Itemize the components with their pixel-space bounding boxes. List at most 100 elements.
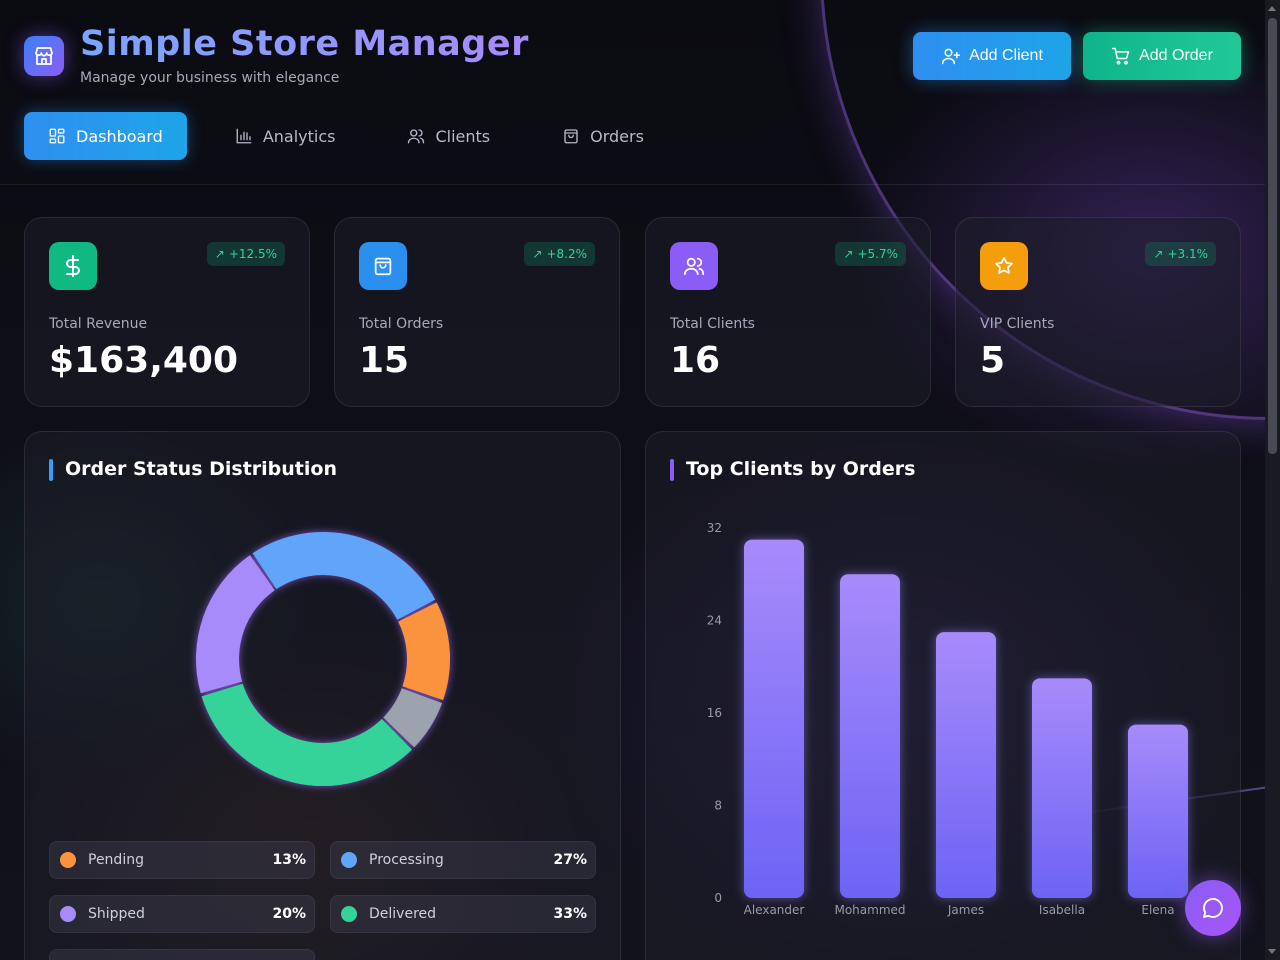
add-order-button[interactable]: Add Order xyxy=(1083,32,1241,80)
legend-dot xyxy=(60,852,76,868)
donut-slice-other[interactable] xyxy=(383,688,443,748)
stat-value: 5 xyxy=(980,340,1006,381)
trend-value: +5.7% xyxy=(857,247,898,261)
scroll-up-icon[interactable] xyxy=(1268,6,1276,11)
panel-title: Top Clients by Orders xyxy=(670,458,915,481)
legend-dot xyxy=(341,852,357,868)
store-icon xyxy=(24,36,64,76)
legend-pct: 13% xyxy=(272,852,306,868)
stat-card-revenue: ↗ +12.5% Total Revenue $163,400 xyxy=(24,217,310,407)
tab-label: Dashboard xyxy=(76,126,163,146)
legend-pct: 27% xyxy=(553,852,587,868)
bar-elena[interactable] xyxy=(1128,724,1188,898)
users-icon xyxy=(670,242,718,290)
top-clients-panel: Top Clients by Orders 0 8 16 24 32 Alexander… xyxy=(645,431,1241,960)
stat-value: 15 xyxy=(359,340,410,381)
trend-badge: ↗ +5.7% xyxy=(835,242,906,266)
bar-mohammed[interactable] xyxy=(840,574,900,898)
legend-name: Processing xyxy=(369,852,444,868)
trend-value: +12.5% xyxy=(228,247,277,261)
users-icon xyxy=(408,129,425,144)
tab-dashboard[interactable]: Dashboard xyxy=(24,112,187,160)
legend-item-shipped: Shipped 20% xyxy=(49,895,315,933)
bag-icon xyxy=(564,129,578,144)
tab-analytics[interactable]: Analytics xyxy=(211,112,360,160)
legend-pct: 20% xyxy=(272,906,306,922)
stat-value: 16 xyxy=(670,340,721,381)
bar-alexander[interactable] xyxy=(744,539,804,898)
trend-badge: ↗ +8.2% xyxy=(524,242,595,266)
app-title: Simple Store Manager xyxy=(80,24,529,64)
stat-label: Total Clients xyxy=(670,316,755,332)
star-icon xyxy=(980,242,1028,290)
y-tick-label: 16 xyxy=(707,706,722,720)
y-tick-label: 8 xyxy=(714,799,722,813)
legend-dot xyxy=(60,906,76,922)
panel-title: Order Status Distribution xyxy=(49,458,337,481)
analytics-icon xyxy=(236,128,252,144)
header: Simple Store Manager Manage your busines… xyxy=(24,24,1241,86)
trend-up-icon: ↗ xyxy=(843,247,854,261)
nav-divider xyxy=(0,184,1265,185)
bar-james[interactable] xyxy=(936,632,996,898)
bar-isabella[interactable] xyxy=(1032,678,1092,898)
legend-name: Delivered xyxy=(369,906,437,922)
legend-item-processing: Processing 27% xyxy=(330,841,596,879)
y-tick-label: 32 xyxy=(707,521,722,535)
stat-label: Total Revenue xyxy=(49,316,148,332)
scrollbar[interactable] xyxy=(1265,0,1280,960)
x-tick-label: James xyxy=(947,903,984,917)
stat-card-orders: ↗ +8.2% Total Orders 15 xyxy=(334,217,620,407)
trend-badge: ↗ +3.1% xyxy=(1145,242,1216,266)
donut-slice-processing[interactable] xyxy=(252,532,436,620)
x-tick-label: Elena xyxy=(1141,903,1174,917)
order-status-panel: Order Status Distribution Pending 13% Pr… xyxy=(24,431,621,960)
stat-label: VIP Clients xyxy=(980,316,1055,332)
stat-value: $163,400 xyxy=(49,340,239,381)
x-tick-label: Mohammed xyxy=(834,903,905,917)
tab-orders[interactable]: Orders xyxy=(538,112,668,160)
add-client-label: Add Client xyxy=(969,47,1043,64)
legend-dot xyxy=(341,906,357,922)
user-plus-icon xyxy=(941,48,961,65)
legend-item-delivered: Delivered 33% xyxy=(330,895,596,933)
x-tick-label: Isabella xyxy=(1039,903,1085,917)
stat-card-clients: ↗ +5.7% Total Clients 16 xyxy=(645,217,931,407)
dollar-icon xyxy=(49,242,97,290)
stat-card-vip: ↗ +3.1% VIP Clients 5 xyxy=(955,217,1241,407)
donut-slice-shipped[interactable] xyxy=(196,555,275,694)
main-nav: Dashboard Analytics Clients Orders xyxy=(24,112,668,160)
dashboard-icon xyxy=(49,128,65,144)
scroll-down-icon[interactable] xyxy=(1268,949,1276,954)
bag-icon xyxy=(359,242,407,290)
trend-value: +3.1% xyxy=(1167,247,1208,261)
trend-up-icon: ↗ xyxy=(1153,247,1164,261)
cart-icon xyxy=(1112,47,1130,65)
trend-up-icon: ↗ xyxy=(214,247,225,261)
donut-chart xyxy=(196,532,450,786)
chat-button[interactable] xyxy=(1185,880,1241,936)
legend-item-other xyxy=(49,949,315,960)
add-client-button[interactable]: Add Client xyxy=(913,32,1071,80)
chat-icon xyxy=(1203,898,1223,918)
tab-clients[interactable]: Clients xyxy=(383,112,514,160)
y-tick-label: 0 xyxy=(714,891,722,905)
donut-slice-pending[interactable] xyxy=(398,602,450,701)
add-order-label: Add Order xyxy=(1139,47,1213,64)
legend-name: Shipped xyxy=(88,906,145,922)
scrollbar-thumb[interactable] xyxy=(1268,18,1277,454)
x-tick-label: Alexander xyxy=(744,903,805,917)
tab-label: Analytics xyxy=(262,126,336,146)
bar-chart: 0 8 16 24 32 Alexander Mohammed James Isabella E… xyxy=(707,521,1188,917)
trend-value: +8.2% xyxy=(546,247,587,261)
app-subtitle: Manage your business with elegance xyxy=(80,70,340,86)
tab-label: Orders xyxy=(590,126,644,146)
legend-pct: 33% xyxy=(553,906,587,922)
legend-name: Pending xyxy=(88,852,144,868)
trend-up-icon: ↗ xyxy=(532,247,543,261)
donut-slice-delivered[interactable] xyxy=(201,683,412,786)
trend-badge: ↗ +12.5% xyxy=(206,242,285,266)
tab-label: Clients xyxy=(435,126,491,146)
stat-label: Total Orders xyxy=(359,316,444,332)
